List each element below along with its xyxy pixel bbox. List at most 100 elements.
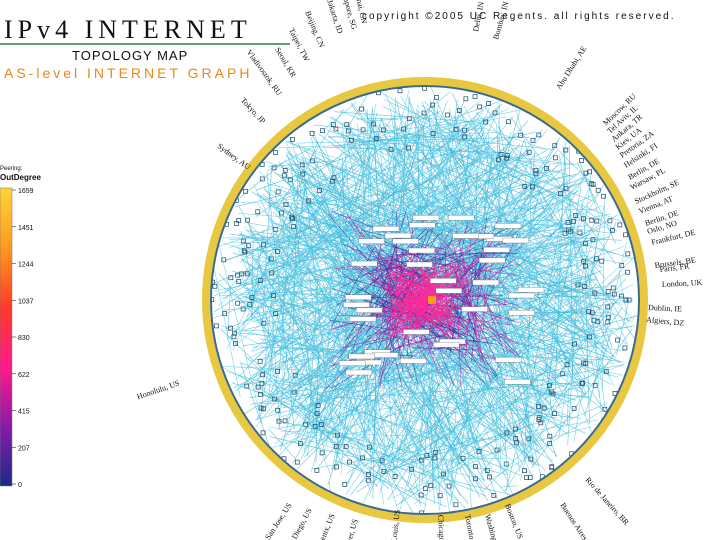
node: [625, 251, 631, 257]
link: [368, 385, 574, 419]
hub-link: [409, 267, 454, 284]
hub-link: [435, 278, 467, 319]
link: [247, 140, 319, 310]
as-label-box: [433, 342, 460, 348]
legend-tick-label: 207: [18, 445, 30, 452]
hub-link: [428, 325, 453, 332]
as-label-box: [356, 307, 383, 313]
as-label-box: [508, 292, 535, 299]
node: [306, 198, 312, 204]
node: [528, 456, 534, 462]
link: [398, 383, 555, 459]
hub-link: [393, 276, 402, 317]
city-label: Sydney, AU: [216, 142, 253, 172]
node: [486, 101, 491, 106]
node: [244, 271, 250, 277]
link: [289, 204, 327, 285]
node: [484, 468, 490, 473]
node: [592, 290, 598, 296]
node: [281, 173, 287, 179]
node: [547, 433, 553, 439]
link: [372, 315, 378, 500]
link: [421, 101, 489, 287]
link: [301, 170, 560, 205]
core-link: [345, 266, 394, 341]
node: [330, 122, 336, 127]
link: [490, 158, 588, 319]
link: [328, 117, 583, 237]
link: [298, 384, 592, 445]
link: [437, 350, 509, 469]
link: [484, 106, 635, 339]
link: [271, 280, 417, 476]
link: [334, 111, 479, 123]
core-link: [477, 216, 488, 280]
as-label-box: [384, 232, 412, 239]
node: [290, 216, 296, 222]
link: [369, 119, 399, 121]
node: [232, 330, 237, 336]
node: [335, 432, 340, 438]
node: [498, 152, 504, 157]
core-link: [428, 262, 518, 276]
link: [421, 105, 481, 144]
link: [432, 225, 621, 264]
link: [218, 161, 368, 307]
link: [322, 146, 509, 153]
link: [478, 329, 564, 420]
as-label-box: [406, 261, 433, 268]
city-label: Taipei, TW: [287, 27, 312, 64]
link: [268, 428, 297, 460]
city-label: Algiers, DZ: [646, 315, 685, 328]
link: [299, 409, 446, 494]
link: [234, 131, 536, 208]
graph-label: AS-level INTERNET GRAPH: [4, 65, 252, 81]
node: [348, 137, 354, 143]
hub-link: [392, 270, 430, 295]
link: [251, 233, 254, 322]
node: [594, 218, 600, 224]
link: [515, 109, 584, 354]
node: [271, 293, 276, 298]
hub-link: [392, 276, 434, 309]
link: [271, 291, 534, 476]
node: [605, 289, 611, 294]
link: [345, 339, 433, 486]
hub-link: [444, 320, 454, 325]
link: [232, 271, 268, 351]
node: [441, 471, 446, 477]
node: [580, 216, 586, 222]
node: [272, 226, 278, 232]
node: [492, 110, 498, 116]
link: [273, 164, 359, 205]
node: [544, 166, 549, 171]
link: [224, 220, 353, 261]
node: [599, 258, 605, 264]
core-link: [405, 328, 419, 385]
hub-link: [398, 263, 421, 288]
core-link: [453, 244, 468, 303]
link: [249, 228, 388, 450]
link: [573, 365, 587, 443]
core-link: [454, 254, 478, 287]
link: [214, 269, 241, 398]
node: [625, 269, 630, 275]
link: [328, 235, 586, 246]
node: [258, 405, 264, 411]
city-label: Tokyo, JP: [239, 96, 268, 126]
link: [605, 314, 636, 340]
link: [217, 282, 360, 388]
link: [280, 430, 500, 440]
node: [513, 436, 519, 441]
node: [606, 314, 612, 320]
node: [590, 237, 596, 242]
link: [245, 252, 520, 338]
node: [603, 369, 609, 375]
node: [563, 186, 569, 192]
link: [281, 255, 336, 259]
node: [269, 270, 275, 276]
node: [579, 381, 585, 386]
hub-link: [389, 295, 447, 302]
color-scale: [0, 187, 13, 487]
node: [381, 127, 386, 133]
